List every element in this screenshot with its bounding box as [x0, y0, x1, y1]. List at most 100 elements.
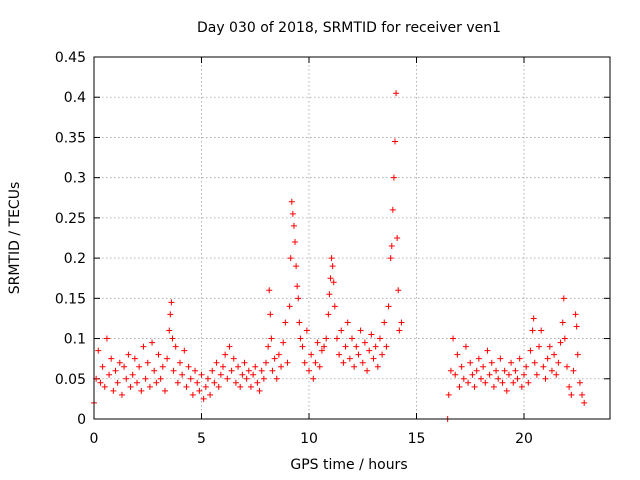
data-point: [179, 371, 186, 378]
data-point: [134, 379, 140, 386]
data-point: [357, 327, 364, 334]
data-point: [370, 355, 377, 362]
data-point: [202, 383, 209, 390]
data-point: [138, 387, 145, 394]
data-point: [328, 255, 335, 262]
data-point: [200, 395, 207, 402]
y-tick-label: 0.15: [55, 291, 86, 307]
data-point: [296, 319, 303, 326]
data-point: [230, 355, 237, 362]
data-point: [508, 359, 515, 366]
data-point: [482, 379, 489, 386]
data-point: [536, 343, 543, 350]
data-point: [326, 291, 333, 298]
data-point: [211, 379, 218, 386]
data-point: [484, 347, 491, 354]
data-point: [121, 363, 128, 370]
data-point: [177, 359, 183, 366]
data-point: [260, 375, 267, 382]
data-point: [224, 375, 231, 382]
data-point: [314, 339, 321, 346]
data-point: [566, 383, 573, 390]
data-point: [394, 235, 401, 241]
data-point: [269, 367, 276, 374]
data-point: [116, 359, 123, 366]
data-point: [271, 355, 278, 362]
data-point: [346, 355, 353, 362]
data-point: [555, 359, 562, 366]
data-point: [167, 311, 174, 318]
data-point: [396, 327, 403, 334]
data-point: [559, 319, 566, 326]
data-point: [383, 343, 390, 350]
data-point: [194, 379, 201, 386]
axis-ticks: 0 0.05 0.1 0.15 0.2 0.25 0.3 0.35 0.4 0.45 0 5 10 15 2…: [55, 50, 610, 447]
data-point: [351, 363, 358, 370]
data-point: [235, 363, 242, 370]
data-point: [361, 339, 368, 346]
data-point: [136, 363, 143, 370]
data-point: [144, 359, 151, 366]
y-tick-label: 0.45: [55, 50, 86, 66]
data-point: [542, 375, 549, 382]
data-point: [331, 303, 338, 310]
data-point: [239, 371, 246, 378]
data-point: [99, 363, 106, 370]
data-point: [486, 371, 493, 378]
data-point: [146, 383, 153, 390]
data-point: [267, 311, 274, 318]
data-point: [142, 375, 149, 382]
x-tick-label: 10: [300, 431, 318, 447]
data-point: [97, 379, 104, 386]
data-point: [181, 347, 188, 354]
x-axis-label: GPS time / hours: [290, 457, 407, 473]
y-tick-label: 0: [77, 412, 86, 428]
data-point: [207, 391, 214, 398]
data-point: [321, 343, 328, 350]
data-point: [289, 210, 296, 217]
data-point: [390, 174, 397, 181]
data-point: [389, 206, 396, 213]
y-tick-label: 0.3: [64, 171, 86, 187]
data-point: [344, 319, 351, 326]
data-point: [118, 391, 125, 398]
y-tick-label: 0.2: [64, 251, 86, 267]
data-point: [392, 138, 398, 145]
data-point: [330, 279, 337, 286]
data-point: [523, 363, 530, 370]
x-tick-label: 20: [515, 431, 533, 447]
data-point: [254, 379, 261, 386]
data-point: [215, 383, 222, 390]
data-point: [573, 323, 580, 330]
data-point: [395, 287, 402, 294]
data-point: [460, 375, 467, 382]
data-point: [288, 198, 295, 205]
data-point: [471, 383, 478, 390]
data-point: [452, 371, 459, 378]
data-point: [374, 363, 381, 370]
data-point: [518, 383, 525, 390]
data-point: [282, 319, 289, 326]
data-point: [525, 379, 532, 386]
data-point: [501, 367, 508, 374]
data-point: [355, 351, 362, 358]
data-point: [237, 383, 244, 390]
data-point: [280, 339, 287, 346]
data-point: [561, 335, 568, 342]
data-point: [243, 375, 250, 382]
data-point: [168, 299, 175, 306]
data-point: [364, 367, 371, 374]
data-point: [153, 379, 160, 386]
data-point: [278, 363, 285, 370]
data-point: [301, 359, 308, 366]
data-point: [381, 319, 388, 326]
data-point: [450, 335, 457, 342]
data-point: [106, 371, 113, 378]
data-point: [226, 343, 233, 350]
data-point: [169, 335, 176, 342]
data-point: [250, 371, 257, 378]
data-point: [284, 359, 291, 366]
y-tick-label: 0.4: [64, 90, 86, 106]
data-point: [265, 343, 272, 350]
data-point: [112, 367, 119, 374]
